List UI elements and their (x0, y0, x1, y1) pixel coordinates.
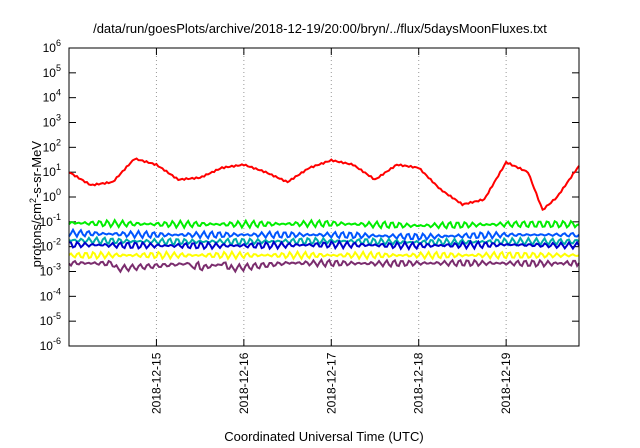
y-axis-label-main: protons/cm (29, 203, 45, 268)
x-tick-label: 2018-12-15 (149, 352, 163, 414)
y-axis-label: protons/cm2-s-sr-MeV (28, 129, 44, 279)
y-axis-label-exp: 2 (27, 198, 38, 204)
y-tick-label: 105 (43, 63, 61, 80)
grid-lines (155, 48, 507, 346)
x-tick-label: 2018-12-19 (499, 352, 513, 414)
x-axis-label: Coordinated Universal Time (UTC) (224, 429, 424, 444)
x-tick-label: 2018-12-17 (324, 352, 338, 414)
y-tick-label: 102 (43, 137, 61, 154)
y-tick-label: 104 (43, 88, 61, 105)
series-group (68, 157, 580, 274)
y-tick-label: 10-3 (40, 262, 61, 279)
series-line (68, 218, 580, 230)
y-tick-label: 103 (43, 113, 61, 130)
chart-title: /data/run/goesPlots/archive/2018-12-19/2… (93, 21, 547, 36)
y-tick-label: 10-2 (40, 237, 61, 254)
series-line (68, 157, 580, 212)
y-tick-label: 10-4 (40, 286, 61, 303)
y-axis-ticks: 10-6 10-5 10-4 10-3 10-2 10-1 100 101 102 103 104 1… (40, 38, 579, 353)
y-axis-label-rest: -s-sr-MeV (29, 140, 45, 199)
x-tick-label: 2018-12-18 (412, 352, 426, 414)
y-tick-label: 10-6 (40, 336, 61, 353)
series-line (68, 239, 580, 252)
x-axis-ticks: 2018-12-15 2018-12-16 2018-12-17 2018-12-18… (149, 48, 513, 414)
y-tick-label: 10-1 (40, 212, 61, 229)
series-line (68, 249, 580, 261)
y-tick-label: 10-5 (40, 311, 61, 328)
y-tick-label: 101 (43, 162, 61, 179)
x-tick-label: 2018-12-16 (237, 352, 251, 414)
plot-frame (68, 47, 580, 347)
y-tick-label: 100 (43, 187, 61, 204)
y-tick-label: 106 (43, 38, 61, 55)
series-line (68, 257, 580, 274)
series-line (68, 227, 580, 242)
